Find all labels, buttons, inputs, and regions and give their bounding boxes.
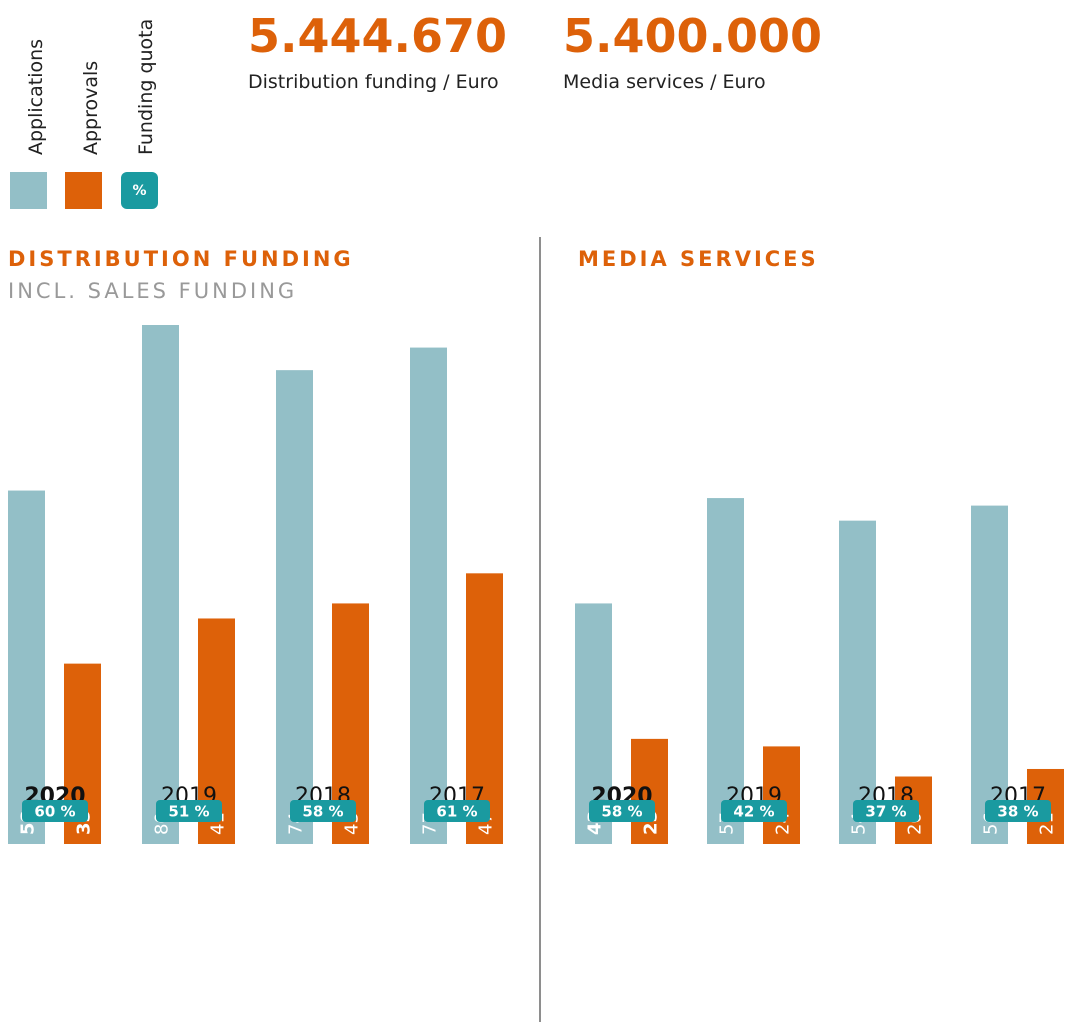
- quota-label: 60 %: [34, 803, 75, 821]
- quota-label: 38 %: [997, 803, 1038, 821]
- bar: [466, 573, 503, 844]
- quota-badge: [589, 800, 655, 822]
- legend-swatch: [10, 172, 47, 209]
- headline-label: Media services / Euro: [563, 71, 766, 93]
- quota-badge: [156, 800, 222, 822]
- bar: [276, 370, 313, 844]
- headline-value: 5.400.000: [563, 9, 822, 63]
- quota-badge: [853, 800, 919, 822]
- quota-label: 37 %: [865, 803, 906, 821]
- legend-symbol: %: [132, 183, 146, 199]
- bar: [142, 325, 179, 844]
- bar: [971, 505, 1008, 844]
- bar: [707, 498, 744, 844]
- headline-label: Distribution funding / Euro: [248, 71, 499, 93]
- bar: [410, 347, 447, 844]
- legend-badge: [121, 172, 158, 209]
- legend-label: Applications: [25, 39, 47, 155]
- quota-label: 58 %: [302, 803, 343, 821]
- legend-label: Funding quota: [135, 19, 157, 155]
- legend-swatch: [65, 172, 102, 209]
- quota-label: 61 %: [436, 803, 477, 821]
- legend-label: Approvals: [80, 61, 102, 155]
- quota-badge: [22, 800, 88, 822]
- quota-label: 42 %: [733, 803, 774, 821]
- quota-badge: [424, 800, 490, 822]
- quota-label: 51 %: [168, 803, 209, 821]
- quota-label: 58 %: [601, 803, 642, 821]
- bar: [839, 520, 876, 844]
- bar: [8, 490, 45, 844]
- chart-subtitle: INCL. SALES FUNDING: [8, 279, 297, 303]
- chart-title: DISTRIBUTION FUNDING: [8, 247, 354, 271]
- quota-badge: [985, 800, 1051, 822]
- chart-title: MEDIA SERVICES: [578, 247, 819, 271]
- quota-badge: [290, 800, 356, 822]
- bar: [763, 746, 800, 844]
- quota-badge: [721, 800, 787, 822]
- headline-value: 5.444.670: [248, 9, 507, 63]
- bar: [631, 738, 668, 844]
